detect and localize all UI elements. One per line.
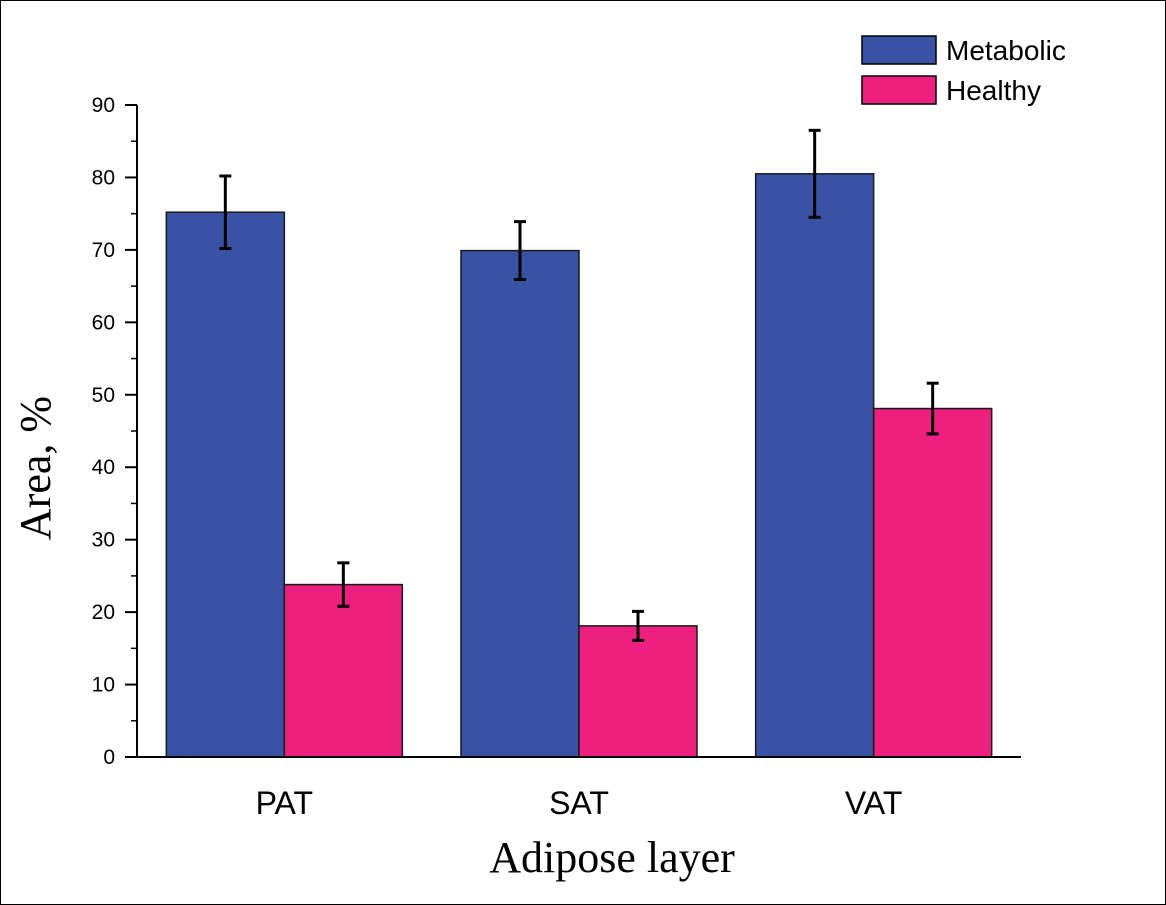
legend: Metabolic Healthy [861,35,1066,106]
y-tick-label: 0 [103,746,115,769]
y-ticks: 0 10 20 30 40 50 60 70 80 90 [92,94,137,769]
legend-swatch-metabolic [861,35,937,65]
y-tick-label: 30 [92,529,115,552]
y-axis-title: Area, % [11,396,60,540]
x-category-label-vat: VAT [845,785,902,821]
x-axis-title: Adipose layer [489,833,735,882]
y-tick-label: 80 [92,166,115,189]
x-category-labels: PAT SAT VAT [256,785,903,821]
y-tick-label: 50 [92,384,115,407]
bar-healthy-vat [872,407,993,758]
x-category-label-sat: SAT [549,785,609,821]
bars-layer [165,173,993,758]
y-tick-label: 60 [92,311,115,334]
x-category-label-pat: PAT [256,785,313,821]
y-tick-label: 20 [92,601,115,624]
y-tick-label: 10 [92,674,115,697]
bar-healthy-sat [578,625,698,758]
legend-label-healthy: Healthy [946,75,1041,106]
y-tick-label: 90 [92,94,115,117]
legend-swatch-healthy [861,75,937,105]
bar-healthy-pat [283,583,404,758]
bar-metabolic-vat [754,173,875,758]
bar-metabolic-sat [460,249,580,758]
y-tick-label: 40 [92,456,115,479]
legend-label-metabolic: Metabolic [946,35,1066,66]
bar-metabolic-pat [165,211,286,758]
y-tick-label: 70 [92,239,115,262]
error-bars-layer [219,128,939,642]
